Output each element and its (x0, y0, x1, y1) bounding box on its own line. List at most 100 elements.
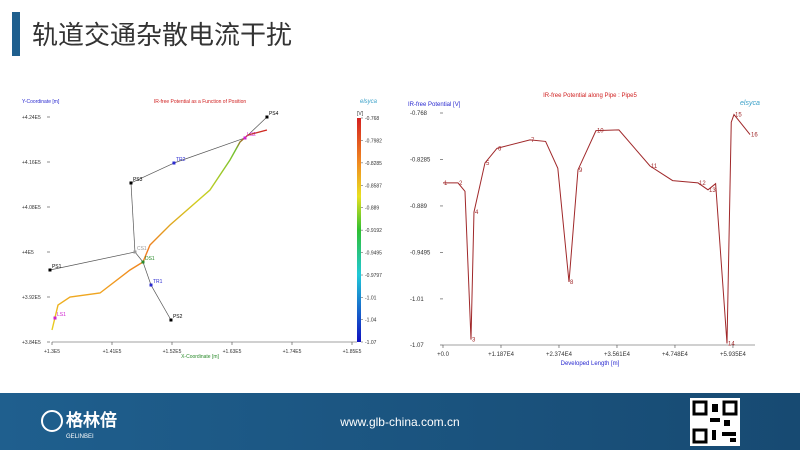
x-tick-label: +2.374E4 (546, 352, 573, 358)
logo: elsyca (740, 100, 760, 107)
x-tick-label: +5.935E4 (720, 352, 747, 358)
colorbar-tick-label: -0.8587 (365, 183, 382, 189)
node-label: LS1 (57, 312, 66, 318)
x-tick-label: +1.85E5 (343, 349, 362, 355)
x-tick-label: +1.74E5 (283, 349, 302, 355)
footer (0, 393, 800, 450)
point-label: 16 (751, 133, 758, 139)
node-label: PS3 (133, 177, 143, 183)
point-label: 2 (459, 181, 463, 187)
pipe-edge (130, 162, 175, 184)
colorbar-tick-label: -0.9495 (365, 251, 382, 257)
x-axis-label: X-Coordinate [m] (181, 354, 219, 360)
pipe-edge (173, 137, 246, 164)
point-label: 10 (597, 129, 604, 135)
node-label: TR1 (153, 279, 163, 285)
x-tick-label: +1.3E5 (44, 349, 60, 355)
node (53, 316, 57, 320)
logo: 格林倍 GELINBEI (41, 410, 117, 440)
chart-title: IR-free Potential as a Function of Posit… (154, 99, 246, 105)
point-label: 7 (531, 138, 535, 144)
pipe-edge (130, 182, 136, 253)
network-chart: IR-free Potential as a Function of Posit… (22, 99, 382, 360)
point-label: 13 (709, 188, 716, 194)
node (149, 283, 153, 287)
logo-en: GELINBEI (66, 434, 94, 440)
node (243, 136, 247, 140)
node (133, 250, 137, 254)
colorbar-tick-label: -0.7982 (365, 138, 382, 144)
point-label: 1 (444, 181, 448, 187)
y-tick-label: +4E5 (22, 250, 34, 256)
footer-url: www.glb-china.com.cn (339, 415, 459, 429)
colorbar-tick-label: -1.01 (365, 295, 377, 301)
colorbar-unit: [V] (357, 111, 364, 117)
chart-title: IR-free Potential along Pipe : Pipe5 (543, 93, 637, 99)
logo: elsyca (360, 99, 378, 105)
x-tick-label: +1.187E4 (488, 352, 515, 358)
node-label: PS1 (52, 264, 62, 270)
node (48, 268, 52, 272)
node-label: DS1 (145, 256, 155, 262)
y-axis-label: IR-free Potential [V] (408, 102, 461, 108)
point-label: 15 (735, 113, 742, 119)
x-axis-label: Developed Length [m] (561, 361, 620, 367)
colorbar-tick-label: -0.768 (365, 116, 379, 122)
colorbar-tick-label: -0.9797 (365, 273, 382, 279)
slide-title: 轨道交通杂散电流干扰 (32, 20, 292, 50)
node (129, 181, 133, 185)
colorbar-tick-label: -1.07 (365, 340, 377, 346)
y-axis-label: Y-Coordinate [m] (22, 99, 60, 105)
point-label: 9 (579, 168, 583, 174)
node-label: PS4 (269, 111, 279, 117)
potential-line (443, 113, 751, 344)
y-tick-label: -0.8285 (410, 157, 431, 163)
x-tick-label: +1.41E5 (103, 349, 122, 355)
node (141, 260, 145, 264)
y-tick-label: -0.768 (410, 111, 428, 117)
colorbar-tick-label: -1.04 (365, 318, 377, 324)
colorbar-tick-label: -0.889 (365, 206, 379, 212)
y-tick-label: +4.16E5 (22, 160, 41, 166)
x-tick-label: +1.63E5 (223, 349, 242, 355)
colored-pipe (51, 129, 268, 331)
title-bar (12, 12, 20, 56)
x-tick-label: +1.52E5 (163, 349, 182, 355)
point-label: 12 (699, 181, 706, 187)
y-tick-label: -0.9495 (410, 250, 431, 256)
y-tick-label: -1.01 (410, 297, 424, 303)
node-label: PS2 (173, 314, 183, 320)
logo-cn: 格林倍 (66, 410, 117, 430)
node-label: LS2 (247, 132, 256, 138)
y-tick-label: +4.08E5 (22, 205, 41, 211)
colorbar-tick-label: -0.8285 (365, 161, 382, 167)
node (169, 318, 173, 322)
point-label: 11 (651, 164, 658, 170)
colorbar (357, 118, 361, 342)
x-tick-label: +0.0 (437, 352, 450, 358)
point-label: 4 (475, 210, 479, 216)
y-tick-label: -0.889 (410, 204, 428, 210)
node (172, 161, 176, 165)
line-chart: IR-free Potential along Pipe : Pipe5 IR-f… (408, 93, 760, 367)
x-tick-label: +4.748E4 (662, 352, 689, 358)
qr-code (690, 398, 740, 446)
x-tick-label: +3.561E4 (604, 352, 631, 358)
point-label: 8 (570, 280, 574, 286)
pipe-edge (134, 251, 144, 263)
node (265, 115, 269, 119)
point-label: 3 (472, 338, 476, 344)
y-tick-label: +3.92E5 (22, 295, 41, 301)
node-label: CS1 (137, 246, 147, 252)
node-label: TR2 (176, 157, 186, 163)
point-label: 6 (498, 146, 502, 152)
pipe-edge (142, 261, 152, 286)
pipe-edge (150, 284, 172, 321)
point-label: 14 (728, 341, 735, 347)
pipe-edge (49, 251, 136, 271)
y-tick-label: -1.07 (410, 343, 424, 349)
y-tick-label: +3.84E5 (22, 340, 41, 346)
colorbar-tick-label: -0.9192 (365, 228, 382, 234)
